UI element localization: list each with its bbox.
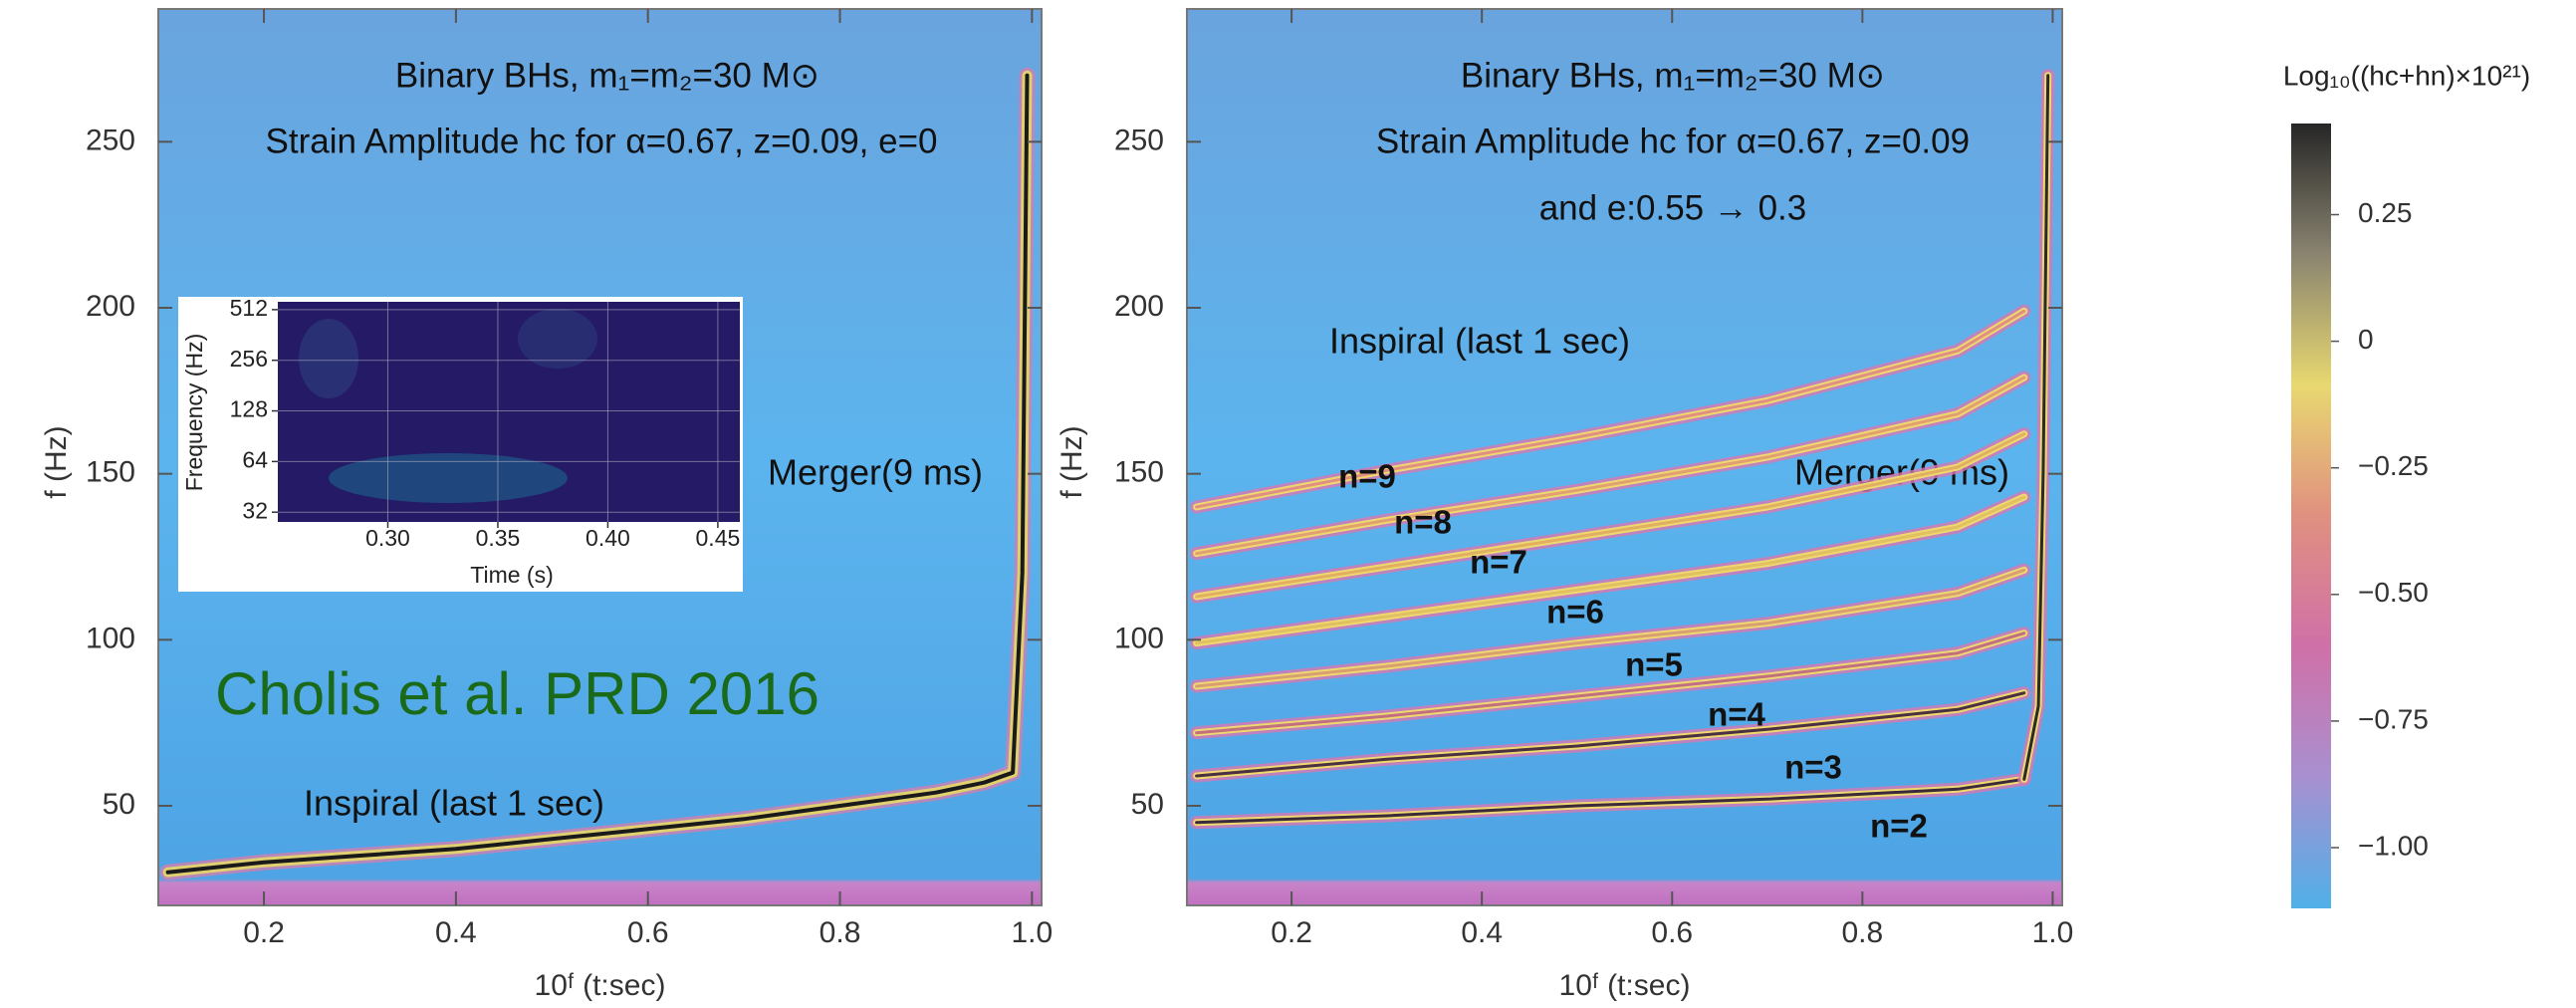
harmonic-label: n=8 [1394,504,1452,541]
y-tick-label: 512 [230,295,268,321]
x-tick-label: 0.4 [1461,916,1503,949]
y-tick-label: 200 [86,290,135,323]
inset-x-label: Time (s) [470,562,553,588]
inset-texture [299,319,358,398]
y-tick-label: 250 [86,124,135,156]
y-axis-label: f (Hz) [1055,425,1088,498]
x-tick-label: 0.8 [820,916,861,949]
x-tick-label: 0.45 [696,525,741,551]
citation: Cholis et al. PRD 2016 [215,660,820,727]
y-tick-label: 250 [1114,124,1164,156]
annotation: Merger(9 ms) [768,452,983,493]
x-tick-label: 0.6 [1651,916,1693,949]
track [1195,495,2026,645]
inset-texture [329,453,568,503]
inset-texture [518,309,597,369]
colorbar-tick-label: 0 [2358,324,2374,355]
harmonic-label: n=5 [1625,646,1683,683]
panel-subtitle: and e:0.55 → 0.3 [1539,188,1807,227]
x-axis-label: 10ᶠ (t:sec) [535,969,666,1002]
x-tick-label: 1.0 [2032,916,2074,949]
harmonic-label: n=3 [1784,749,1842,786]
y-tick-label: 100 [86,622,135,654]
inset-y-label: Frequency (Hz) [181,334,207,491]
y-axis-label: f (Hz) [40,425,73,498]
track [2022,74,2050,781]
y-tick-label: 64 [242,446,268,472]
x-tick-label: 0.35 [476,525,521,551]
x-tick-label: 0.2 [1271,916,1312,949]
x-tick-label: 0.4 [435,916,477,949]
panel-title: Binary BHs, m₁=m₂=30 M⊙ [395,56,820,95]
panel-subtitle: Strain Amplitude hc for α=0.67, z=0.09 [1376,122,1970,160]
colorbar-tick-label: −0.75 [2358,703,2429,734]
x-axis-label: 10ᶠ (t:sec) [1559,969,1691,1002]
colorbar-tick-label: −0.25 [2358,450,2429,481]
y-tick-label: 256 [230,346,268,372]
track [1195,631,2026,735]
y-tick-label: 150 [86,456,135,489]
x-tick-label: 0.8 [1841,916,1883,949]
colorbar-title: Log₁₀((hc+hn)×10²¹) [2283,60,2530,91]
x-tick-label: 0.6 [627,916,669,949]
y-tick-label: 100 [1114,622,1164,654]
panel-title: Binary BHs, m₁=m₂=30 M⊙ [1461,56,1885,95]
track [1195,568,2026,688]
x-tick-label: 1.0 [1011,916,1053,949]
colorbar-tick-label: −1.00 [2358,830,2429,861]
y-tick-label: 50 [103,788,135,821]
y-tick-label: 50 [1131,788,1164,821]
harmonic-label: n=4 [1708,696,1765,733]
harmonic-label: n=9 [1338,458,1396,495]
harmonic-label: n=2 [1870,808,1928,845]
x-tick-label: 0.2 [243,916,285,949]
harmonic-label: n=7 [1470,544,1527,581]
annotation: Inspiral (last 1 sec) [304,783,604,824]
x-tick-label: 0.30 [365,525,410,551]
track [1195,376,2026,556]
track [165,73,1030,875]
y-tick-label: 128 [230,396,268,422]
harmonic-label: n=6 [1546,594,1604,630]
panel-background [1186,8,2063,906]
y-tick-label: 32 [242,497,268,523]
annotation: Inspiral (last 1 sec) [1329,321,1630,362]
track [1195,691,2026,778]
y-tick-label: 200 [1114,290,1164,323]
track [1195,777,2026,825]
panel-subtitle: Strain Amplitude hc for α=0.67, z=0.09, … [266,122,938,160]
y-tick-label: 150 [1114,456,1164,489]
track [1195,432,2026,599]
track [1195,309,2026,509]
colorbar-tick-label: 0.25 [2358,197,2413,228]
colorbar [2291,124,2331,908]
x-tick-label: 0.40 [585,525,630,551]
colorbar-tick-label: −0.50 [2358,577,2429,608]
